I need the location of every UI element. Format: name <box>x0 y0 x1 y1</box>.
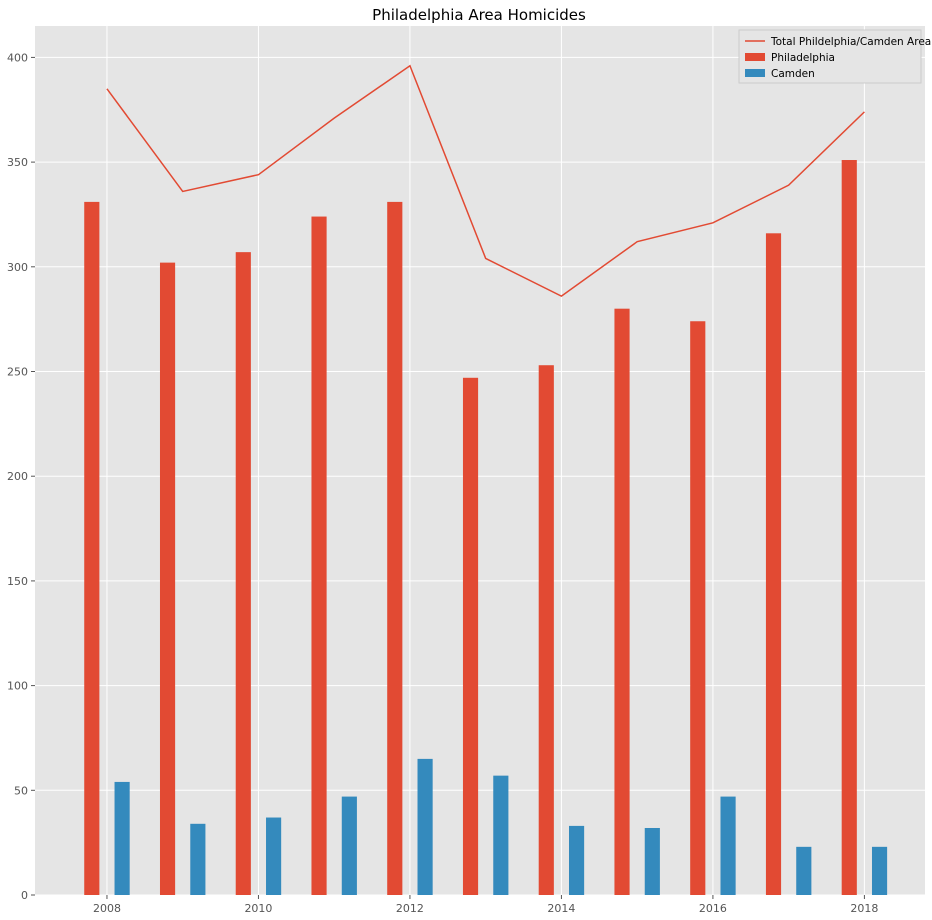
bar-camden <box>266 817 282 895</box>
legend-label: Camden <box>771 68 815 80</box>
line-total <box>106 64 865 297</box>
bar-philadelphia <box>765 233 782 896</box>
legend-swatch-bar <box>745 53 765 61</box>
y-tick-label: 400 <box>7 51 28 64</box>
y-tick-label: 100 <box>7 680 28 693</box>
x-tick-label: 2016 <box>699 902 727 915</box>
bar-philadelphia <box>387 201 403 895</box>
bar-philadelphia <box>311 216 327 895</box>
bar-camden <box>644 827 660 895</box>
y-tick-label: 150 <box>7 575 28 588</box>
grid-lines <box>35 26 925 896</box>
chart-title: Philadelphia Area Homicides <box>372 6 586 24</box>
legend-label: Philadelphia <box>771 52 835 64</box>
bar-philadelphia <box>159 262 176 895</box>
bar-philadelphia <box>841 160 857 895</box>
bar-camden <box>493 775 509 895</box>
legend: Total Phildelphia/Camden Area Philadelphi… <box>738 29 931 84</box>
bar-philadelphia <box>235 252 251 895</box>
x-tick-label: 2008 <box>93 902 121 915</box>
bar-camden <box>569 825 585 895</box>
total-line-layer <box>106 64 865 297</box>
bars <box>84 160 888 896</box>
legend-label: Total Phildelphia/Camden Area <box>770 36 931 48</box>
y-tick-label: 0 <box>21 889 28 902</box>
legend-box <box>738 29 922 84</box>
bar-philadelphia <box>84 201 100 895</box>
bar-philadelphia <box>538 365 554 895</box>
x-tick-label: 2010 <box>244 902 272 915</box>
y-tick-label: 50 <box>14 784 28 797</box>
x-tick-label: 2018 <box>850 902 878 915</box>
y-tick-label: 350 <box>7 156 28 169</box>
legend-swatch-bar <box>745 69 765 77</box>
x-tick-label: 2014 <box>547 902 575 915</box>
bar-camden <box>341 796 357 895</box>
y-tick-label: 200 <box>7 470 28 483</box>
bar-camden <box>417 758 433 895</box>
y-tick-label: 250 <box>7 366 28 379</box>
bar-philadelphia <box>462 377 479 895</box>
bar-camden <box>190 823 206 895</box>
y-tick-label: 300 <box>7 261 28 274</box>
bar-camden <box>720 796 736 895</box>
bar-philadelphia <box>690 321 706 895</box>
bar-camden <box>796 846 812 895</box>
bar-camden <box>871 846 888 895</box>
bar-camden <box>114 781 130 895</box>
bar-philadelphia <box>614 308 630 895</box>
x-tick-label: 2012 <box>396 902 424 915</box>
axis-ticks: 0 50 100 150 200 250 300 350 400 2008 2010 2012 2014… <box>7 51 878 915</box>
